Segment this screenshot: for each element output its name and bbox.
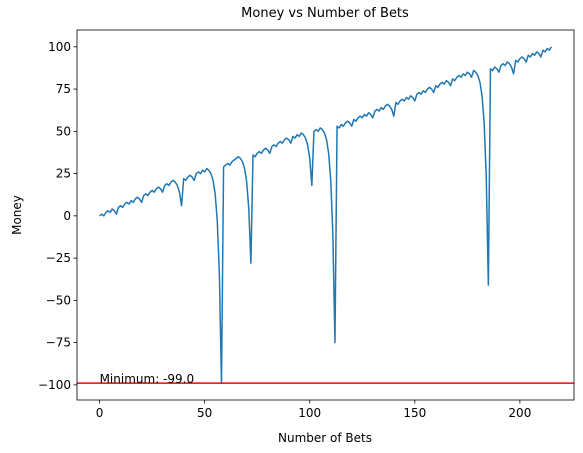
y-tick-label: −75 bbox=[46, 336, 71, 350]
y-tick-label: 25 bbox=[56, 167, 71, 181]
y-tick-label: −25 bbox=[46, 251, 71, 265]
x-tick-label: 200 bbox=[508, 406, 531, 420]
annotation: Minimum: -99.0 bbox=[100, 372, 195, 386]
y-tick-label: 0 bbox=[63, 209, 71, 223]
plot-frame bbox=[76, 29, 575, 401]
y-axis-label: Money bbox=[10, 195, 24, 235]
y-tick-label: 100 bbox=[48, 40, 71, 54]
data-line bbox=[99, 46, 553, 384]
x-axis-label: Number of Bets bbox=[278, 431, 372, 445]
y-tick-label: 50 bbox=[56, 124, 71, 138]
y-tick-label: −100 bbox=[38, 378, 71, 392]
x-tick-label: 0 bbox=[96, 406, 104, 420]
x-tick-label: 50 bbox=[197, 406, 212, 420]
x-tick-label: 150 bbox=[403, 406, 426, 420]
y-tick-label: 75 bbox=[56, 82, 71, 96]
chart-title: Money vs Number of Bets bbox=[241, 6, 409, 21]
y-tick-label: −50 bbox=[46, 293, 71, 307]
x-tick-label: 100 bbox=[298, 406, 321, 420]
